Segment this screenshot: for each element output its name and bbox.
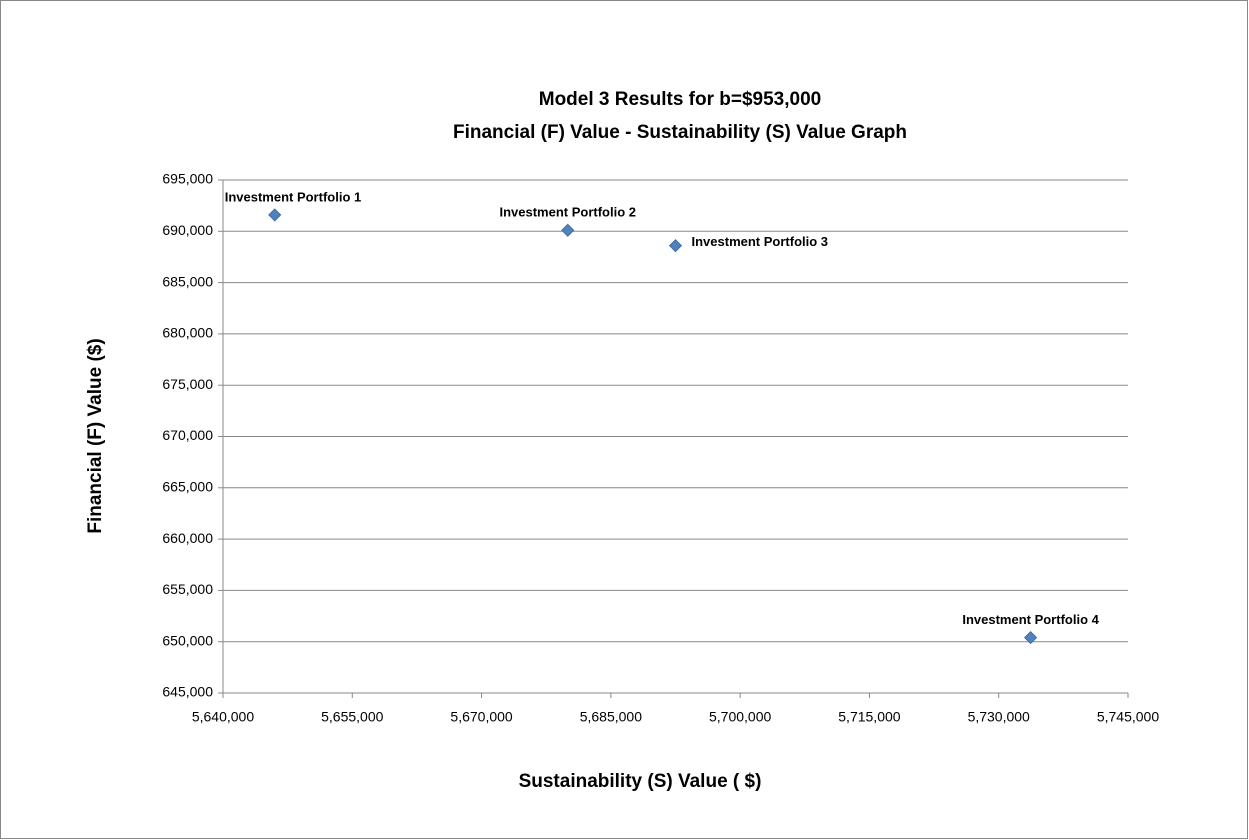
chart-subtitle: Financial (F) Value - Sustainability (S)… — [453, 122, 907, 143]
data-point — [1024, 631, 1038, 645]
x-tick-label: 5,745,000 — [1097, 709, 1159, 725]
point-label: Investment Portfolio 1 — [225, 189, 362, 204]
point-label: Investment Portfolio 4 — [962, 612, 1099, 627]
x-axis-title: Sustainability (S) Value ( $) — [519, 771, 762, 792]
y-tick-label: 695,000 — [162, 171, 213, 187]
y-axis-title: Financial (F) Value ($) — [85, 338, 106, 533]
y-tick-label: 690,000 — [162, 222, 213, 238]
y-tick-label: 660,000 — [162, 530, 213, 546]
y-tick-label: 670,000 — [162, 427, 213, 443]
y-tick-label: 680,000 — [162, 325, 213, 341]
x-tick-label: 5,670,000 — [450, 709, 512, 725]
x-tick-label: 5,730,000 — [968, 709, 1030, 725]
x-tick-label: 5,715,000 — [838, 709, 900, 725]
point-label: Investment Portfolio 2 — [499, 205, 636, 220]
chart-title: Model 3 Results for b=$953,000 — [539, 89, 821, 110]
y-tick-label: 675,000 — [162, 376, 213, 392]
x-tick-label: 5,685,000 — [580, 709, 642, 725]
y-tick-label: 685,000 — [162, 273, 213, 289]
data-point — [668, 239, 683, 253]
x-tick-label: 5,700,000 — [709, 709, 771, 725]
x-tick-label: 5,640,000 — [192, 709, 254, 725]
y-tick-label: 655,000 — [162, 581, 213, 597]
x-tick-label: 5,655,000 — [321, 709, 383, 725]
data-point — [561, 223, 575, 237]
y-tick-label: 645,000 — [162, 684, 213, 700]
data-point — [268, 208, 282, 222]
y-tick-label: 650,000 — [162, 632, 213, 648]
y-tick-label: 665,000 — [162, 479, 213, 495]
point-label: Investment Portfolio 3 — [692, 234, 829, 249]
